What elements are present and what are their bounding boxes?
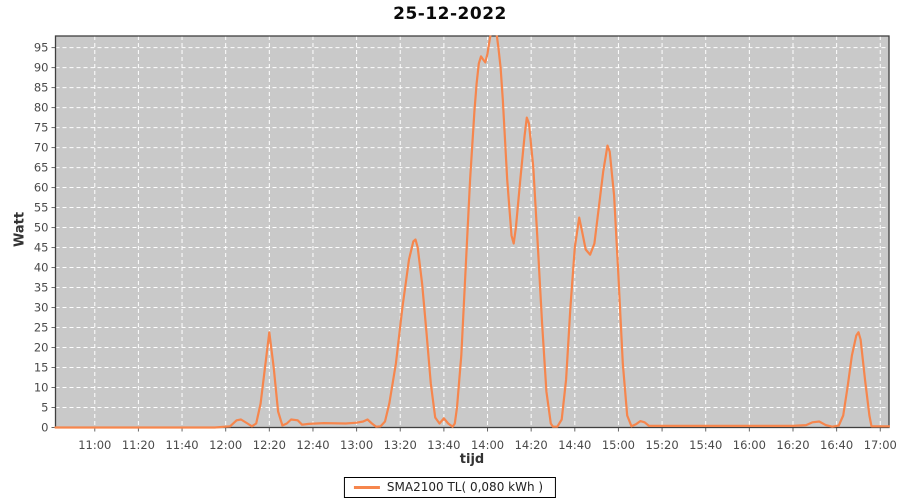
x-tick-label: 14:20 <box>515 438 548 452</box>
y-tick-label: 15 <box>34 361 49 375</box>
legend: SMA2100 TL( 0,080 kWh ) <box>343 477 557 498</box>
y-tick-label: 85 <box>34 81 49 95</box>
x-tick-label: 12:20 <box>253 438 286 452</box>
y-tick-label: 45 <box>34 241 49 255</box>
y-tick-label: 65 <box>34 161 49 175</box>
x-tick-label: 12:00 <box>209 438 242 452</box>
x-tick-label: 16:20 <box>776 438 809 452</box>
y-tick-label: 20 <box>34 341 49 355</box>
x-tick-label: 16:00 <box>733 438 766 452</box>
y-tick-label: 40 <box>34 261 49 275</box>
y-tick-label: 10 <box>34 381 49 395</box>
y-tick-label: 50 <box>34 221 49 235</box>
y-tick-label: 75 <box>34 121 49 135</box>
x-tick-label: 12:40 <box>296 438 329 452</box>
legend-swatch <box>353 485 380 489</box>
x-tick-label: 15:00 <box>602 438 635 452</box>
x-tick-label: 14:00 <box>471 438 504 452</box>
y-tick-label: 25 <box>34 321 49 335</box>
x-tick-label: 13:40 <box>427 438 460 452</box>
y-tick-label: 35 <box>34 281 49 295</box>
x-tick-label: 17:00 <box>864 438 897 452</box>
y-tick-label: 5 <box>41 401 48 415</box>
x-tick-label: 11:40 <box>165 438 198 452</box>
series-line <box>54 35 890 429</box>
x-tick-label: 11:20 <box>122 438 155 452</box>
x-axis-title: tijd <box>459 452 485 467</box>
y-tick-label: 0 <box>41 421 48 435</box>
x-tick-label: 16:40 <box>820 438 853 452</box>
legend-series-label: SMA2100 TL( 0,080 kWh ) <box>386 480 544 494</box>
chart-title: 25-12-2022 <box>393 4 507 24</box>
y-tick-label: 55 <box>34 201 49 215</box>
y-tick-label: 70 <box>34 141 49 155</box>
x-tick-label: 13:00 <box>340 438 373 452</box>
y-tick-label: 30 <box>34 301 49 315</box>
y-tick-label: 90 <box>34 61 49 75</box>
plot-background <box>55 36 889 428</box>
y-tick-label: 95 <box>34 41 49 55</box>
x-tick-label: 11:00 <box>78 438 111 452</box>
x-tick-label: 15:40 <box>689 438 722 452</box>
x-tick-label: 13:20 <box>384 438 417 452</box>
x-tick-label: 15:20 <box>646 438 679 452</box>
y-axis-title: Watt <box>12 211 28 248</box>
x-tick-label: 14:40 <box>558 438 591 452</box>
y-tick-label: 60 <box>34 181 49 195</box>
plot-frame <box>54 35 890 429</box>
y-tick-label: 80 <box>34 101 49 115</box>
